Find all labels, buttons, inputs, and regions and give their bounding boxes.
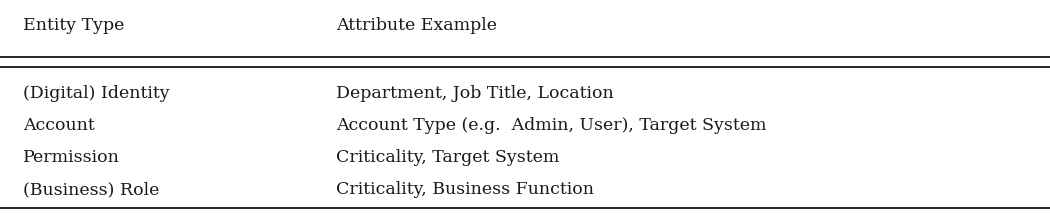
Text: Attribute Example: Attribute Example [336, 17, 497, 34]
Text: (Digital) Identity: (Digital) Identity [23, 85, 170, 102]
Text: (Business) Role: (Business) Role [23, 181, 160, 198]
Text: Criticality, Target System: Criticality, Target System [336, 149, 560, 166]
Text: Criticality, Business Function: Criticality, Business Function [336, 181, 594, 198]
Text: Account Type (e.g.  Admin, User), Target System: Account Type (e.g. Admin, User), Target … [336, 117, 766, 134]
Text: Permission: Permission [23, 149, 120, 166]
Text: Department, Job Title, Location: Department, Job Title, Location [336, 85, 614, 102]
Text: Entity Type: Entity Type [23, 17, 125, 34]
Text: Account: Account [23, 117, 94, 134]
